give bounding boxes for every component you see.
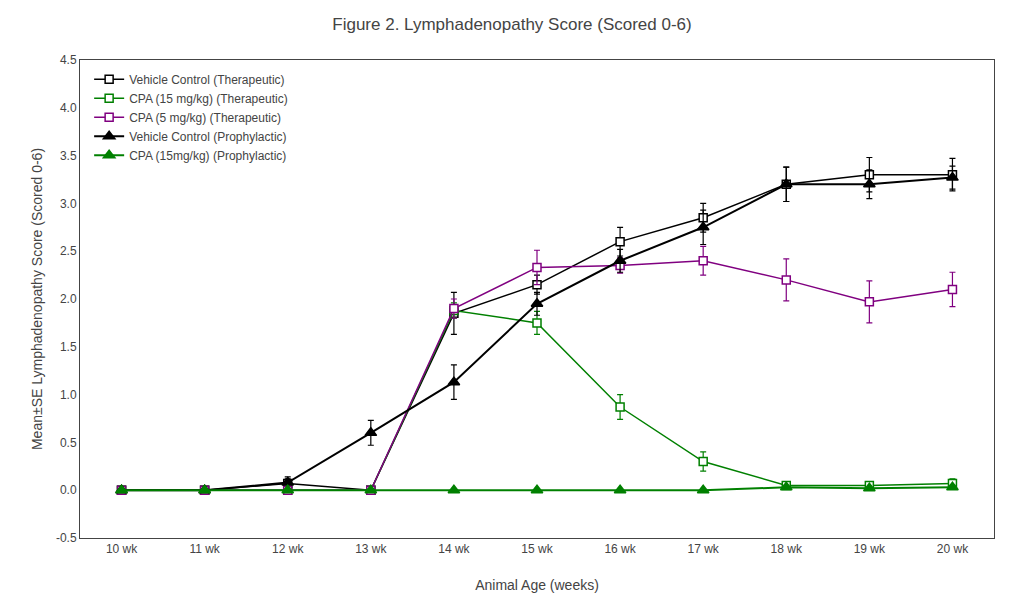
svg-text:13 wk: 13 wk: [355, 542, 387, 556]
svg-text:3.5: 3.5: [60, 149, 77, 163]
svg-text:-0.5: -0.5: [56, 531, 77, 545]
svg-text:16 wk: 16 wk: [604, 542, 636, 556]
svg-text:0.5: 0.5: [60, 436, 77, 450]
svg-text:14 wk: 14 wk: [438, 542, 470, 556]
svg-text:0.0: 0.0: [60, 483, 77, 497]
svg-text:CPA (5 mg/kg) (Therapeutic): CPA (5 mg/kg) (Therapeutic): [129, 111, 281, 125]
svg-text:1.5: 1.5: [60, 340, 77, 354]
svg-text:Figure 2. Lymphadenopathy Scor: Figure 2. Lymphadenopathy Score (Scored …: [332, 15, 691, 34]
svg-text:4.0: 4.0: [60, 101, 77, 115]
svg-text:15 wk: 15 wk: [521, 542, 553, 556]
svg-text:CPA (15mg/kg) (Prophylactic): CPA (15mg/kg) (Prophylactic): [129, 149, 286, 163]
svg-text:12 wk: 12 wk: [272, 542, 304, 556]
svg-text:3.0: 3.0: [60, 197, 77, 211]
svg-text:11 wk: 11 wk: [189, 542, 220, 556]
svg-text:17 wk: 17 wk: [688, 542, 720, 556]
svg-text:Animal Age (weeks): Animal Age (weeks): [475, 577, 599, 593]
svg-text:Vehicle Control (Therapeutic): Vehicle Control (Therapeutic): [129, 73, 284, 87]
svg-text:20 wk: 20 wk: [937, 542, 969, 556]
svg-text:18 wk: 18 wk: [771, 542, 803, 556]
svg-text:1.0: 1.0: [60, 388, 77, 402]
svg-text:4.5: 4.5: [60, 53, 77, 67]
svg-text:Mean±SE Lymphadenopathy Score: Mean±SE Lymphadenopathy Score (Scored 0-…: [29, 148, 45, 450]
svg-text:CPA (15 mg/kg) (Therapeutic): CPA (15 mg/kg) (Therapeutic): [129, 92, 288, 106]
svg-text:10 wk: 10 wk: [106, 542, 138, 556]
svg-text:Vehicle Control (Prophylactic): Vehicle Control (Prophylactic): [129, 130, 286, 144]
svg-text:19 wk: 19 wk: [854, 542, 886, 556]
svg-text:2.0: 2.0: [60, 292, 77, 306]
svg-text:2.5: 2.5: [60, 244, 77, 258]
